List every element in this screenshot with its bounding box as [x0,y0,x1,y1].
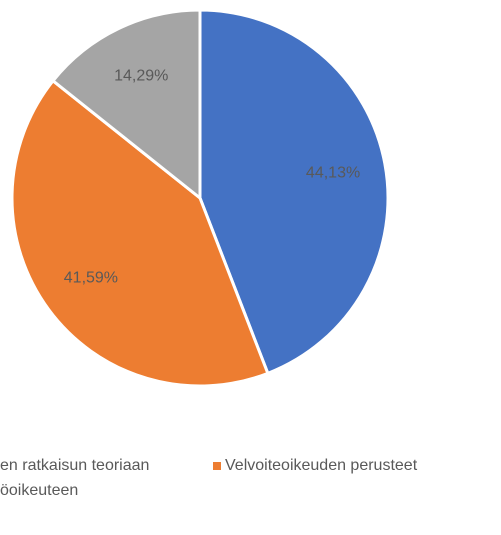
data-label: 41,59% [64,269,118,286]
data-label: 14,29% [114,67,168,84]
legend-label: öoikeuteen [0,482,78,499]
legend-label: Velvoiteoikeuden perusteet [225,457,418,474]
legend-marker [213,462,221,470]
pie-slice [50,8,202,202]
legend-label: en ratkaisun teoriaan [0,457,149,474]
pie-slice [198,8,390,376]
data-label: 44,13% [306,164,360,181]
pie-slice [10,78,270,388]
